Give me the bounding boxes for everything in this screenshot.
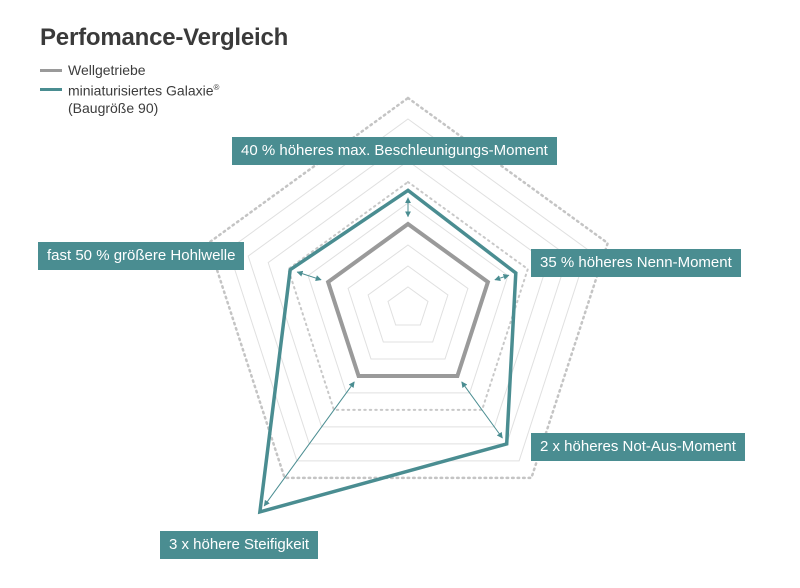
legend: Wellgetriebe miniaturisiertes Galaxie® (…	[40, 62, 219, 117]
grid-ring-10	[206, 96, 610, 480]
grid-ring-2	[367, 265, 449, 343]
axis-label-nenn-moment: 35 % höheres Nenn-Moment	[531, 249, 741, 277]
legend-label-galaxie: miniaturisiertes Galaxie®	[68, 79, 219, 100]
legend-swatch-grey	[40, 69, 62, 72]
series-galaxie-polygon	[257, 188, 518, 515]
series-wellgetriebe-polygon	[325, 221, 491, 378]
axis-label-beschleunigungs-moment: 40 % höheres max. Beschleunigungs-Moment	[232, 137, 557, 165]
grid-ring-7	[267, 160, 549, 428]
legend-swatch-teal	[40, 87, 62, 91]
chart-title: Perfomance-Vergleich	[40, 24, 289, 51]
legend-item-wellgetriebe: Wellgetriebe	[40, 62, 219, 79]
axis-label-steifigkeit: 3 x höhere Steifigkeit	[160, 531, 319, 559]
legend-note-size: (Baugröße 90)	[68, 99, 159, 116]
improvement-arrow-3	[461, 381, 503, 439]
legend-label-galaxie-text: miniaturisiertes Galaxie	[68, 82, 214, 99]
axis-label-not-aus-moment: 2 x höheres Not-Aus-Moment	[531, 433, 745, 461]
axis-label-hohlwelle: fast 50 % größere Hohlwelle	[38, 242, 245, 270]
grid-ring-1	[387, 286, 429, 326]
grid-ring-8	[247, 139, 569, 445]
grid-ring-5	[307, 202, 509, 394]
grid-ring-3	[347, 244, 469, 360]
improvement-arrow-4	[263, 381, 355, 507]
registered-mark: ®	[213, 83, 220, 92]
grid-ring-9	[227, 118, 589, 462]
radar-arrows	[263, 197, 510, 507]
radar-series	[257, 188, 518, 515]
legend-item-galaxie: miniaturisiertes Galaxie®	[40, 79, 219, 100]
legend-label-wellgetriebe: Wellgetriebe	[68, 62, 146, 78]
grid-ring-6	[287, 180, 529, 411]
improvement-arrow-5	[296, 270, 322, 281]
improvement-arrow-2	[494, 274, 510, 281]
